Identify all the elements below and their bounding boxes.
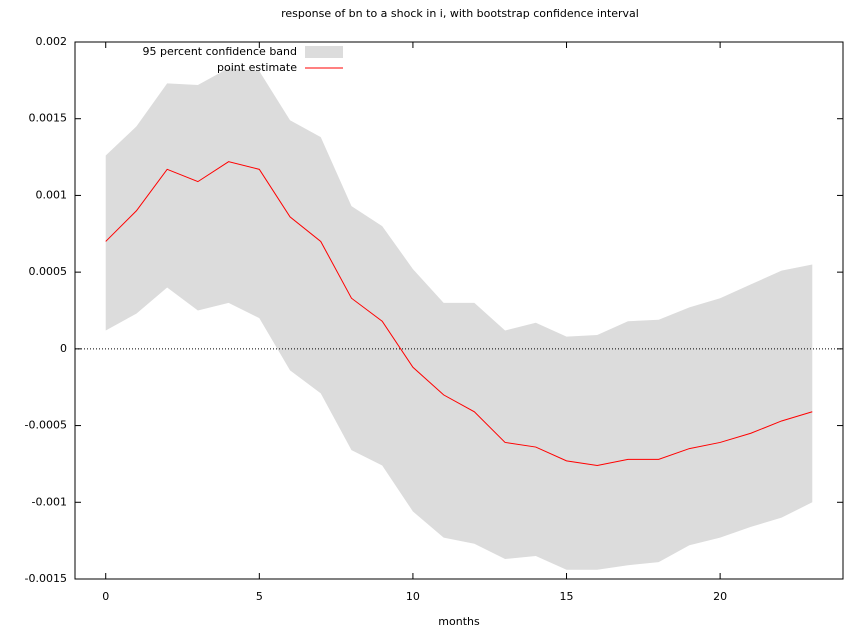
x-tick-label: 15 [560, 590, 574, 603]
confidence-band [105, 68, 813, 570]
x-tick-label: 20 [713, 590, 727, 603]
x-tick-label: 10 [406, 590, 420, 603]
legend-label: 95 percent confidence band [142, 45, 297, 58]
y-tick-label: 0.001 [36, 188, 68, 201]
legend-swatch [305, 46, 343, 58]
y-tick-label: -0.0005 [25, 419, 67, 432]
x-axis-label: months [438, 615, 480, 628]
x-tick-label: 5 [256, 590, 263, 603]
y-tick-label: 0.0005 [29, 265, 68, 278]
y-tick-label: 0.0015 [29, 112, 68, 125]
chart-title: response of bn to a shock in i, with boo… [281, 7, 639, 20]
legend-label: point estimate [217, 61, 297, 74]
plot-border [74, 41, 844, 580]
y-tick-label: 0 [60, 342, 67, 355]
x-tick-label: 0 [102, 590, 109, 603]
y-tick-label: -0.0015 [25, 572, 67, 585]
line [105, 161, 813, 466]
y-tick-label: -0.001 [32, 495, 67, 508]
y-tick-label: 0.002 [36, 35, 68, 48]
